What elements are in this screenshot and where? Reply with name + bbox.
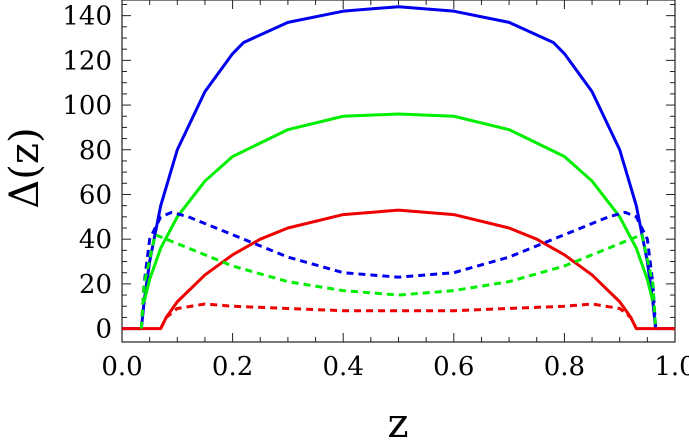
series-line-1 bbox=[122, 5, 675, 331]
x-axis-label: z bbox=[387, 401, 408, 445]
y-tick-label: 100 bbox=[62, 91, 112, 121]
series-line-4 bbox=[139, 210, 658, 329]
y-tick-label: 80 bbox=[79, 136, 112, 166]
x-tick-label: 0.4 bbox=[323, 352, 364, 382]
y-tick-label: 60 bbox=[79, 180, 112, 210]
y-tick-label: 120 bbox=[62, 46, 112, 76]
x-tick-label: 0.8 bbox=[544, 352, 585, 382]
series-line-2 bbox=[142, 112, 655, 303]
y-tick-label: 0 bbox=[95, 315, 112, 345]
x-tick-label: 0.0 bbox=[101, 352, 142, 382]
y-tick-label: 140 bbox=[62, 2, 112, 32]
axis-tick-labels: 0.0 0.2 0.4 0.6 0.8 1.0 0 20 40 60 80 100 120 140 bbox=[62, 2, 689, 382]
x-tick-label: 0.6 bbox=[433, 352, 474, 382]
series-line-5 bbox=[139, 233, 658, 329]
y-tick-label: 40 bbox=[79, 225, 112, 255]
y-axis-label: Δ(z) bbox=[2, 127, 48, 208]
x-tick-label: 1.0 bbox=[654, 352, 689, 382]
plot-frame bbox=[121, 0, 676, 343]
x-tick-label: 0.2 bbox=[212, 352, 253, 382]
axis-ticks bbox=[121, 0, 676, 342]
series-line-6 bbox=[159, 302, 638, 330]
y-tick-label: 20 bbox=[79, 270, 112, 300]
series-line-3 bbox=[122, 208, 675, 331]
series-group bbox=[122, 5, 675, 331]
